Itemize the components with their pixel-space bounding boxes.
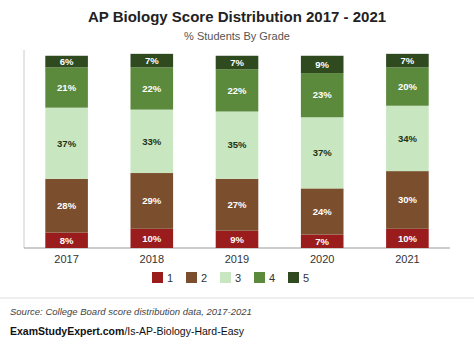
bar-segment — [216, 112, 259, 179]
legend-swatch — [254, 272, 265, 283]
bar-segment — [45, 108, 88, 179]
bar-segment — [386, 67, 429, 105]
footer-source: Source: College Board score distribution… — [10, 306, 252, 317]
bar-segment — [45, 67, 88, 107]
legend-swatch — [288, 272, 299, 283]
bar-segment — [216, 69, 259, 111]
legend-label: 2 — [201, 272, 207, 284]
bar-segment — [45, 56, 88, 68]
data-label: 34% — [398, 133, 418, 144]
bar-segment — [131, 110, 174, 173]
footer-rule — [0, 298, 474, 299]
bar-segment — [216, 56, 259, 69]
bar-segment — [131, 67, 174, 109]
bar-segment — [45, 179, 88, 233]
data-labels: 8% 10% 9% 7% 10% 28% 29% 27% 24% 30% 37% 33% 35% 37% 3… — [57, 55, 417, 247]
bar-segment — [301, 73, 344, 117]
footer-url-bold: ExamStudyExpert.com — [10, 325, 124, 337]
data-label: 8% — [60, 235, 74, 246]
data-label: 22% — [142, 83, 162, 94]
bar-segment — [301, 188, 344, 234]
data-label: 37% — [313, 147, 333, 158]
data-label: 37% — [57, 138, 77, 149]
x-tick-label: 2020 — [310, 253, 334, 265]
x-tick-label: 2018 — [140, 253, 164, 265]
legend-label: 1 — [167, 272, 173, 284]
data-label: 22% — [227, 85, 247, 96]
legend-label: 3 — [235, 272, 241, 284]
data-label: 35% — [227, 139, 247, 150]
title: AP Biology Score Distribution 2017 - 202… — [88, 8, 386, 25]
bars — [45, 54, 428, 248]
subtitle: % Students By Grade — [184, 30, 290, 42]
legend: 1 2 3 4 5 — [152, 272, 309, 284]
bar-segment — [301, 117, 344, 188]
bar-segment — [131, 54, 174, 67]
data-label: 6% — [60, 56, 74, 67]
legend-label: 5 — [303, 272, 309, 284]
x-tick-label: 2021 — [395, 253, 419, 265]
bar-segment — [45, 233, 88, 248]
legend-swatch — [220, 272, 231, 283]
data-label: 27% — [227, 199, 247, 210]
data-label: 23% — [313, 89, 333, 100]
bar-segment — [301, 235, 344, 248]
data-label: 30% — [398, 194, 418, 205]
bar-segment — [386, 171, 429, 229]
data-label: 21% — [57, 82, 77, 93]
data-label: 29% — [142, 195, 162, 206]
data-label: 7% — [145, 55, 159, 66]
bar-segment — [216, 231, 259, 248]
chart: AP Biology Score Distribution 2017 - 202… — [0, 0, 474, 356]
y-axis-line — [24, 50, 25, 248]
bar-segment — [216, 179, 259, 231]
legend-swatch — [186, 272, 197, 283]
footer-url: ExamStudyExpert.com/Is-AP-Biology-Hard-E… — [10, 325, 245, 337]
bar-segment — [386, 106, 429, 171]
legend-swatch — [152, 272, 163, 283]
bar-segment — [131, 173, 174, 229]
bar-segment — [386, 229, 429, 248]
data-label: 7% — [230, 57, 244, 68]
data-label: 20% — [398, 81, 418, 92]
data-label: 10% — [142, 233, 162, 244]
bar-segment — [386, 54, 429, 67]
footer-url-normal: /Is-AP-Biology-Hard-Easy — [124, 325, 244, 337]
data-label: 9% — [230, 234, 244, 245]
bar-segment — [301, 56, 344, 73]
data-label: 7% — [315, 236, 329, 247]
legend-label: 4 — [269, 272, 275, 284]
x-tick-label: 2019 — [225, 253, 249, 265]
data-label: 10% — [398, 233, 418, 244]
bar-segment — [131, 229, 174, 248]
data-label: 7% — [401, 55, 415, 66]
x-tick-label: 2017 — [54, 253, 78, 265]
data-label: 28% — [57, 200, 77, 211]
data-label: 24% — [313, 206, 333, 217]
data-label: 9% — [315, 59, 329, 70]
data-label: 33% — [142, 136, 162, 147]
